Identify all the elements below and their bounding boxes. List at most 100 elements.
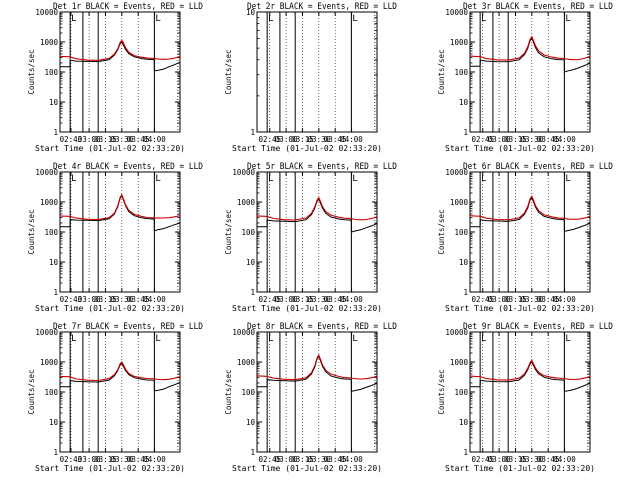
- x-tick-label: 02:45: [258, 455, 281, 464]
- marker-label: L: [268, 334, 273, 344]
- x-tick-label: 04:00: [143, 295, 166, 304]
- marker-label: L: [71, 334, 76, 344]
- marker-label: L: [565, 174, 570, 184]
- y-tick-label: 1000: [40, 38, 59, 47]
- x-tick-label: 03:45: [324, 135, 347, 144]
- series-line-events: [470, 361, 591, 392]
- x-tick-label: 03:00: [78, 295, 101, 304]
- x-tick-label: 03:45: [537, 455, 560, 464]
- x-axis-label: Start Time (01-Jul-02 02:33:20): [232, 464, 382, 473]
- marker-label: L: [352, 334, 357, 344]
- y-tick-label: 10: [459, 418, 469, 427]
- y-tick-label: 1: [463, 128, 468, 137]
- x-tick-label: 03:45: [127, 455, 150, 464]
- y-axis-label: Counts/sec: [27, 369, 36, 414]
- panel-title: Det 7r BLACK = Events, RED = LLD: [53, 321, 203, 331]
- x-tick-label: 03:45: [324, 295, 347, 304]
- x-tick-label: 03:00: [275, 295, 298, 304]
- y-axis-label: Counts/sec: [27, 49, 36, 94]
- y-tick-label: 1: [250, 448, 255, 457]
- x-tick-label: 03:45: [127, 135, 150, 144]
- y-axis-label: Counts/sec: [27, 209, 36, 254]
- y-tick-label: 1000: [237, 198, 256, 207]
- plot-frame: [59, 171, 181, 293]
- y-tick-label: 10000: [35, 168, 58, 177]
- x-tick-label: 03:00: [488, 455, 511, 464]
- y-axis-label: Counts/sec: [437, 49, 446, 94]
- panel-title: Det 6r BLACK = Events, RED = LLD: [463, 161, 613, 171]
- panel-title: Det 4r BLACK = Events, RED = LLD: [53, 161, 203, 171]
- panel-title: Det 3r BLACK = Events, RED = LLD: [463, 1, 613, 11]
- x-tick-label: 03:30: [111, 455, 134, 464]
- panel-det5: Det 5r BLACK = Events, RED = LLD 1 10 100 10…: [224, 161, 397, 313]
- x-tick-label: 03:45: [537, 135, 560, 144]
- x-tick-label: 03:00: [275, 135, 298, 144]
- x-tick-label: 03:15: [504, 295, 527, 304]
- y-tick-label: 10: [49, 98, 59, 107]
- series-line-events: [60, 362, 181, 392]
- x-tick-label: 04:00: [553, 135, 576, 144]
- x-axis-label: Start Time (01-Jul-02 02:33:20): [232, 144, 382, 153]
- series-line-lld: [256, 196, 378, 221]
- plot-frame: [256, 11, 378, 133]
- x-tick-label: 02:45: [471, 295, 494, 304]
- y-tick-label: 10000: [232, 328, 255, 337]
- y-tick-label: 10000: [445, 8, 468, 17]
- series-line-events: [60, 41, 181, 72]
- panel-title: Det 9r BLACK = Events, RED = LLD: [463, 321, 613, 331]
- marker-label: L: [481, 14, 486, 24]
- y-tick-label: 1: [463, 288, 468, 297]
- panel-det2: Det 2r BLACK = Events, RED = LLD 1 10 Count…: [224, 1, 397, 153]
- x-tick-label: 03:00: [488, 295, 511, 304]
- x-tick-label: 04:00: [340, 455, 363, 464]
- y-tick-label: 100: [241, 228, 255, 237]
- y-tick-label: 100: [454, 228, 468, 237]
- x-tick-label: 03:15: [94, 135, 117, 144]
- plot-frame: [59, 11, 181, 133]
- x-tick-label: 03:00: [488, 135, 511, 144]
- y-tick-label: 100: [44, 228, 58, 237]
- x-axis-label: Start Time (01-Jul-02 02:33:20): [445, 144, 595, 153]
- x-tick-label: 04:00: [340, 295, 363, 304]
- x-tick-label: 03:15: [291, 135, 314, 144]
- y-axis-label: Counts/sec: [224, 49, 233, 94]
- x-tick-label: 03:30: [308, 295, 331, 304]
- y-axis-label: Counts/sec: [437, 209, 446, 254]
- x-axis-label: Start Time (01-Jul-02 02:33:20): [445, 464, 595, 473]
- series-line-events: [470, 37, 591, 73]
- x-tick-label: 03:45: [127, 295, 150, 304]
- series-line-events: [60, 194, 181, 232]
- series-line-lld: [469, 35, 591, 61]
- y-tick-label: 1000: [450, 38, 469, 47]
- x-tick-label: 04:00: [553, 455, 576, 464]
- y-tick-label: 1: [53, 448, 58, 457]
- panel-det1: Det 1r BLACK = Events, RED = LLD 1 10 100 10…: [27, 1, 203, 153]
- y-tick-label: 1000: [237, 358, 256, 367]
- x-tick-label: 03:15: [94, 295, 117, 304]
- x-axis-label: Start Time (01-Jul-02 02:33:20): [445, 304, 595, 313]
- plot-frame: [469, 331, 591, 453]
- x-tick-label: 03:15: [291, 295, 314, 304]
- y-tick-label: 10000: [35, 328, 58, 337]
- x-tick-label: 04:00: [340, 135, 363, 144]
- x-tick-label: 02:43: [60, 295, 83, 304]
- series-line-lld: [469, 195, 591, 221]
- y-tick-label: 1: [250, 128, 255, 137]
- y-tick-label: 100: [454, 68, 468, 77]
- marker-label: L: [352, 14, 357, 24]
- x-tick-label: 04:00: [143, 455, 166, 464]
- series-line-events: [257, 198, 378, 233]
- y-tick-label: 1000: [450, 198, 469, 207]
- x-tick-label: 03:30: [308, 135, 331, 144]
- series-line-lld: [59, 361, 181, 382]
- x-tick-label: 02:43: [60, 135, 83, 144]
- x-tick-label: 02:45: [258, 135, 281, 144]
- marker-label: L: [352, 174, 357, 184]
- y-tick-label: 10: [246, 8, 256, 17]
- y-tick-label: 10000: [445, 168, 468, 177]
- series-line-lld: [59, 39, 181, 61]
- panel-det7: Det 7r BLACK = Events, RED = LLD 1 10 100 10…: [27, 321, 203, 473]
- y-tick-label: 10: [49, 418, 59, 427]
- series-line-lld: [469, 359, 591, 381]
